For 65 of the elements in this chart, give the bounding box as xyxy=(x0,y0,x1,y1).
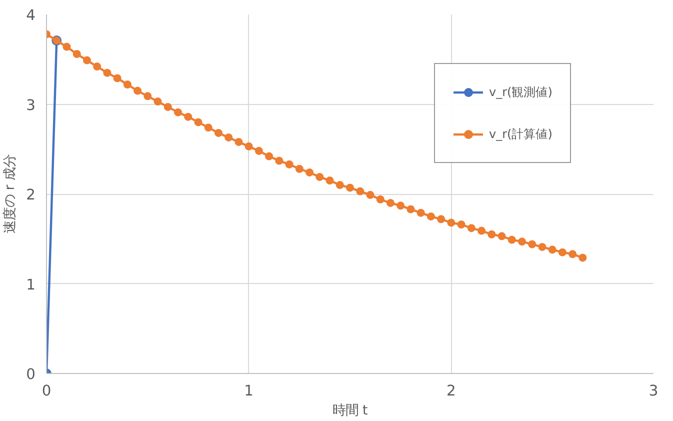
point xyxy=(265,152,274,160)
point xyxy=(498,232,506,240)
point xyxy=(144,92,152,100)
point xyxy=(62,42,71,51)
point xyxy=(406,205,415,214)
point xyxy=(346,184,354,192)
point xyxy=(306,168,314,176)
point xyxy=(396,202,405,210)
point xyxy=(204,124,212,132)
x-tick-label: 0 xyxy=(42,382,52,400)
point xyxy=(467,224,476,232)
point xyxy=(254,146,263,155)
point xyxy=(326,176,334,185)
point xyxy=(508,236,516,244)
point xyxy=(528,240,536,248)
y-tick-label: 2 xyxy=(26,186,36,204)
point xyxy=(356,187,364,196)
point xyxy=(285,160,294,168)
point xyxy=(548,246,556,254)
point xyxy=(275,156,284,165)
y-tick-label: 1 xyxy=(26,276,36,294)
point xyxy=(184,112,192,121)
y-axis-title: 速度の r 成分 xyxy=(2,154,18,234)
point xyxy=(194,118,202,126)
legend-label: v_r(観測値) xyxy=(489,84,552,100)
point xyxy=(72,50,81,58)
point xyxy=(376,195,384,204)
point xyxy=(447,218,456,227)
point xyxy=(93,62,102,71)
point xyxy=(336,181,344,190)
point xyxy=(518,238,526,246)
point xyxy=(154,98,162,106)
point xyxy=(134,86,142,95)
point xyxy=(457,220,466,229)
point xyxy=(244,142,253,150)
point xyxy=(234,138,243,146)
point xyxy=(488,230,496,238)
point xyxy=(437,215,446,224)
x-tick-label: 3 xyxy=(648,382,658,400)
point xyxy=(214,128,222,137)
legend-label: v_r(計算値) xyxy=(489,126,552,142)
point xyxy=(113,74,122,82)
point xyxy=(123,80,132,88)
y-tick-label: 3 xyxy=(26,96,36,114)
point xyxy=(386,198,394,207)
point xyxy=(366,190,374,199)
x-tick-label: 2 xyxy=(446,382,456,400)
point xyxy=(295,164,304,173)
point xyxy=(538,242,546,251)
point xyxy=(174,108,182,116)
point xyxy=(82,56,91,64)
y-tick-label: 4 xyxy=(26,7,36,24)
point xyxy=(578,254,587,262)
x-tick-label: 1 xyxy=(244,382,254,400)
x-axis-title: 時間 t xyxy=(332,404,368,418)
y-tick-label: 0 xyxy=(26,366,36,383)
point xyxy=(224,133,233,142)
point xyxy=(426,212,435,220)
point xyxy=(478,226,486,235)
point xyxy=(103,68,112,77)
point xyxy=(416,208,425,217)
point xyxy=(558,248,566,256)
point xyxy=(568,250,577,258)
point xyxy=(316,172,324,181)
point xyxy=(164,102,172,111)
